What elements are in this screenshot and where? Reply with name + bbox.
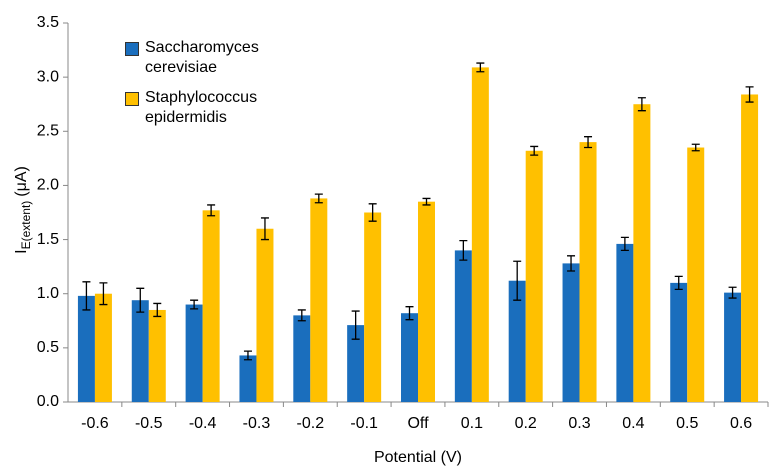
bar <box>256 228 274 402</box>
error-bar <box>513 260 522 301</box>
x-tick-label: -0.2 <box>297 415 325 432</box>
error-bar <box>422 197 431 206</box>
y-axis-label: IE(extent) (μA) <box>13 166 33 254</box>
legend-swatch <box>125 42 139 56</box>
legend-item: Staphylococcus epidermidis <box>125 88 285 128</box>
error-bar <box>476 62 485 73</box>
y-tick-label: 2.5 <box>37 123 59 140</box>
bar <box>454 250 472 402</box>
bar <box>508 280 526 402</box>
x-tick-label: 0.3 <box>568 415 590 432</box>
error-bar <box>190 299 199 310</box>
x-tick-label: -0.3 <box>243 415 271 432</box>
bar <box>741 94 759 403</box>
error-bar <box>351 310 360 340</box>
x-tick-label: -0.1 <box>350 415 378 432</box>
bar <box>239 355 257 402</box>
bar <box>724 292 742 402</box>
error-bar <box>314 193 323 204</box>
bar <box>364 212 382 402</box>
y-tick-label: 3.0 <box>37 68 59 85</box>
y-label-main: I <box>13 249 30 253</box>
bar <box>670 282 688 402</box>
bar <box>77 295 95 402</box>
error-bar <box>207 204 216 217</box>
error-bar <box>745 86 754 103</box>
x-tick-label: 0.2 <box>515 415 537 432</box>
error-bar <box>82 281 91 311</box>
y-tick-label: 1.0 <box>37 285 59 302</box>
error-bar <box>584 136 593 149</box>
error-bar <box>691 143 700 152</box>
bar <box>94 293 112 402</box>
error-bar <box>260 217 269 241</box>
x-tick-label: 0.6 <box>730 415 752 432</box>
legend-swatch <box>125 92 139 106</box>
y-tick-label: 0.5 <box>37 339 59 356</box>
bar <box>562 263 580 402</box>
error-bar <box>99 282 108 306</box>
error-bar <box>153 302 162 318</box>
bar <box>687 147 705 402</box>
error-bar <box>136 287 145 313</box>
x-tick-label: -0.6 <box>81 415 109 432</box>
bar <box>148 309 166 402</box>
error-bar <box>405 306 414 321</box>
legend-item: Saccharomyces cerevisiae <box>125 38 285 78</box>
x-tick-label: -0.4 <box>189 415 217 432</box>
bar <box>293 315 311 402</box>
y-tick-label: 0.0 <box>37 393 59 410</box>
bar <box>401 313 418 402</box>
x-tick-label: 0.1 <box>461 415 483 432</box>
error-bar <box>637 97 646 112</box>
bar <box>633 104 651 402</box>
bar <box>131 300 149 402</box>
y-tick-label: 3.5 <box>37 14 59 31</box>
error-bar <box>368 203 377 222</box>
bar <box>525 150 543 402</box>
error-bar <box>728 286 737 299</box>
bar <box>185 304 203 402</box>
x-tick-label: 0.5 <box>676 415 698 432</box>
y-label-sub: E(extent) <box>19 201 33 250</box>
error-bar <box>567 255 576 272</box>
bar <box>418 201 435 402</box>
legend-label: Staphylococcus epidermidis <box>145 89 258 126</box>
x-tick-label: -0.5 <box>135 415 163 432</box>
bar <box>616 243 634 402</box>
y-tick-label: 1.5 <box>37 231 59 248</box>
bar <box>579 142 597 402</box>
legend-label: Saccharomyces cerevisiae <box>145 39 259 76</box>
legend: Saccharomyces cerevisiae Staphylococcus e… <box>125 38 285 138</box>
y-tick-label: 2.0 <box>37 177 59 194</box>
x-tick-label: Off <box>407 415 429 432</box>
bar <box>310 198 328 402</box>
error-bar <box>620 236 629 252</box>
error-bar <box>530 145 539 156</box>
error-bar <box>674 275 683 291</box>
bar <box>202 210 220 402</box>
y-label-unit: (μA) <box>13 166 30 197</box>
error-bar <box>243 350 252 361</box>
bar <box>347 325 365 402</box>
bar <box>471 67 489 402</box>
error-bar <box>297 309 306 322</box>
error-bar <box>459 240 468 261</box>
x-tick-label: 0.4 <box>622 415 644 432</box>
x-axis-label: Potential (V) <box>374 449 462 466</box>
